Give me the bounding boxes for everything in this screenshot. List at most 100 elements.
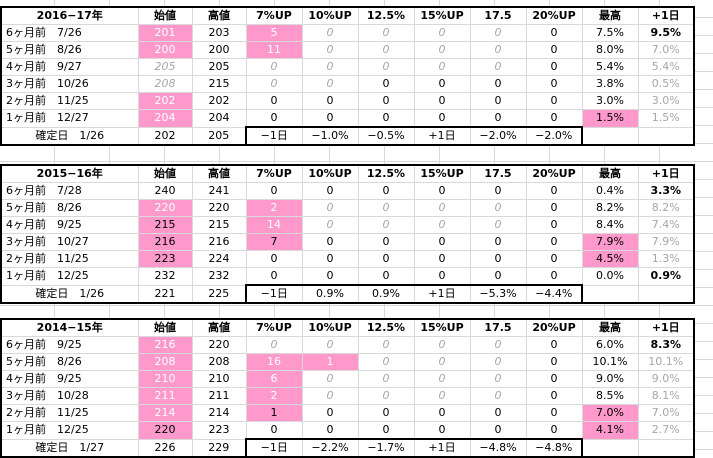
confirm-next-pct: −4.8% <box>469 438 527 458</box>
count-7up: 16 <box>245 353 303 371</box>
row-label: 2ヶ月前 11/25 <box>0 92 139 110</box>
row-label: 2ヶ月前 11/25 <box>0 250 139 268</box>
count-20up: 0 <box>525 75 583 93</box>
count-15up: 0 <box>413 404 471 422</box>
confirm-row[interactable]: 確定日 1/26 202 205 −1日 −1.0% −0.5% +1日 −2.… <box>0 126 695 146</box>
count-12-5: 0 <box>357 24 415 42</box>
table-row[interactable]: 3ヶ月前 10/27 216 216 7 0 0 0 0 0 7.9% 7.9% <box>0 233 695 251</box>
count-17-5: 0 <box>469 370 527 388</box>
table-row[interactable]: 1ヶ月前 12/25 232 232 0 0 0 0 0 0 0.0% 0.9% <box>0 267 695 286</box>
table-row[interactable]: 5ヶ月前 8/26 200 200 11 0 0 0 0 0 8.0% 7.0% <box>0 41 695 59</box>
count-20up: 0 <box>525 267 583 286</box>
open-value: 205 <box>137 58 193 76</box>
row-label: 4ヶ月前 9/25 <box>0 216 139 234</box>
count-15up: 0 <box>413 109 471 128</box>
row-label: 1ヶ月前 12/27 <box>0 109 139 128</box>
col-7up: 7%UP <box>245 318 303 337</box>
count-10up: 0 <box>301 24 359 42</box>
table-row[interactable]: 4ヶ月前 9/25 215 215 14 0 0 0 0 0 8.4% 7.4% <box>0 216 695 234</box>
next-day-pct: 7.9% <box>637 233 695 251</box>
count-20up: 0 <box>525 353 583 371</box>
count-20up: 0 <box>525 41 583 59</box>
max-pct: 8.5% <box>581 387 639 405</box>
empty-cell <box>637 438 695 458</box>
table-row[interactable]: 5ヶ月前 8/26 208 208 16 1 0 0 0 0 10.1% 10.… <box>0 353 695 371</box>
count-10up: 1 <box>301 353 359 371</box>
next-day-pct: 0.5% <box>637 75 695 93</box>
col-15up: 15%UP <box>413 318 471 337</box>
year-label: 2015−16年 <box>0 164 139 183</box>
count-12-5: 0 <box>357 199 415 217</box>
count-12-5: 0 <box>357 387 415 405</box>
count-7up: 0 <box>245 267 303 286</box>
confirm-next-day: +1日 <box>413 438 471 458</box>
high-value: 215 <box>191 75 247 93</box>
col-15up: 15%UP <box>413 164 471 183</box>
count-17-5: 0 <box>469 267 527 286</box>
confirm-row[interactable]: 確定日 1/27 226 229 −1日 −2.2% −1.7% +1日 −4.… <box>0 438 695 458</box>
open-value: 208 <box>137 75 193 93</box>
row-label: 6ヶ月前 7/28 <box>0 182 139 200</box>
next-day-pct: 7.4% <box>637 216 695 234</box>
col-7up: 7%UP <box>245 6 303 25</box>
count-12-5: 0 <box>357 421 415 440</box>
table-row[interactable]: 6ヶ月前 7/26 201 203 5 0 0 0 0 0 7.5% 9.5% <box>0 24 695 42</box>
open-value: 204 <box>137 109 193 128</box>
next-day-pct: 7.0% <box>637 41 695 59</box>
table-row[interactable]: 3ヶ月前 10/26 208 215 0 0 0 0 0 0 3.8% 0.5% <box>0 75 695 93</box>
col-17-5: 17.5 <box>469 164 527 183</box>
high-value: 214 <box>191 404 247 422</box>
table-row[interactable]: 2ヶ月前 11/25 202 202 0 0 0 0 0 0 3.0% 3.0% <box>0 92 695 110</box>
count-10up: 0 <box>301 41 359 59</box>
count-20up: 0 <box>525 404 583 422</box>
count-10up: 0 <box>301 387 359 405</box>
table-row[interactable]: 1ヶ月前 12/25 220 223 0 0 0 0 0 0 4.1% 2.7% <box>0 421 695 440</box>
table-row[interactable]: 6ヶ月前 9/25 216 220 0 0 0 0 0 0 6.0% 8.3% <box>0 336 695 354</box>
high-value: 205 <box>191 58 247 76</box>
row-label: 3ヶ月前 10/27 <box>0 233 139 251</box>
table-row[interactable]: 6ヶ月前 7/28 240 241 0 0 0 0 0 0 0.4% 3.3% <box>0 182 695 200</box>
count-7up: 5 <box>245 24 303 42</box>
col-high: 高値 <box>191 318 247 337</box>
confirm-prev-pct: −2.2% <box>301 438 359 458</box>
count-7up: 0 <box>245 182 303 200</box>
confirm-prev-pct2: −0.5% <box>357 126 415 146</box>
open-value: 216 <box>137 336 193 354</box>
confirm-high: 225 <box>191 284 247 304</box>
next-day-pct: 9.0% <box>637 370 695 388</box>
next-day-pct: 3.3% <box>637 182 695 200</box>
empty-cell <box>581 126 639 146</box>
count-10up: 0 <box>301 336 359 354</box>
table-row[interactable]: 2ヶ月前 11/25 214 214 1 0 0 0 0 0 7.0% 7.0% <box>0 404 695 422</box>
count-10up: 0 <box>301 109 359 128</box>
col-17-5: 17.5 <box>469 6 527 25</box>
high-value: 220 <box>191 336 247 354</box>
count-17-5: 0 <box>469 199 527 217</box>
table-row[interactable]: 5ヶ月前 8/26 220 220 2 0 0 0 0 0 8.2% 8.2% <box>0 199 695 217</box>
count-15up: 0 <box>413 58 471 76</box>
count-7up: 2 <box>245 199 303 217</box>
table-row[interactable]: 1ヶ月前 12/27 204 204 0 0 0 0 0 0 1.5% 1.5% <box>0 109 695 128</box>
col-15up: 15%UP <box>413 6 471 25</box>
max-pct: 9.0% <box>581 370 639 388</box>
table-row[interactable]: 2ヶ月前 11/25 223 224 0 0 0 0 0 0 4.5% 1.3% <box>0 250 695 268</box>
table-row[interactable]: 4ヶ月前 9/25 210 210 6 0 0 0 0 0 9.0% 9.0% <box>0 370 695 388</box>
count-10up: 0 <box>301 370 359 388</box>
confirm-high: 229 <box>191 438 247 458</box>
open-value: 214 <box>137 404 193 422</box>
count-12-5: 0 <box>357 404 415 422</box>
max-pct: 1.5% <box>581 109 639 128</box>
table-row[interactable]: 4ヶ月前 9/27 205 205 0 0 0 0 0 0 5.4% 5.4% <box>0 58 695 76</box>
table-row[interactable]: 3ヶ月前 10/28 211 211 2 0 0 0 0 0 8.5% 8.1% <box>0 387 695 405</box>
col-20up: 20%UP <box>525 164 583 183</box>
confirm-next-pct: −2.0% <box>469 126 527 146</box>
col-12-5: 12.5% <box>357 164 415 183</box>
count-15up: 0 <box>413 216 471 234</box>
col-high: 高値 <box>191 6 247 25</box>
count-10up: 0 <box>301 233 359 251</box>
count-20up: 0 <box>525 199 583 217</box>
confirm-row[interactable]: 確定日 1/26 221 225 −1日 0.9% 0.9% +1日 −5.3%… <box>0 284 695 304</box>
count-15up: 0 <box>413 421 471 440</box>
count-7up: 7 <box>245 233 303 251</box>
confirm-next-pct2: −4.4% <box>525 284 583 304</box>
